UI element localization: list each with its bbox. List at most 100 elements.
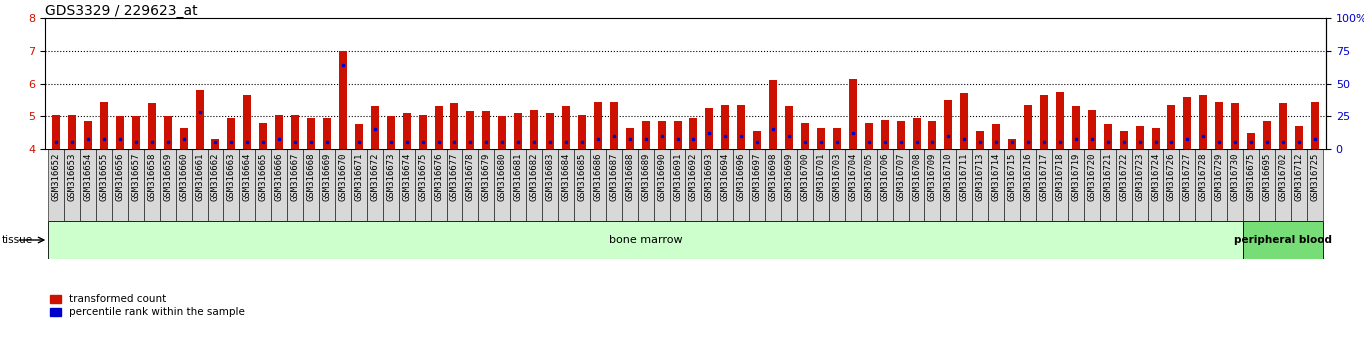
Text: GSM316677: GSM316677 xyxy=(450,153,458,201)
Bar xyxy=(95,149,112,221)
Bar xyxy=(387,116,394,149)
Bar xyxy=(195,90,203,149)
Bar xyxy=(112,149,128,221)
Text: GSM316699: GSM316699 xyxy=(784,153,794,201)
Text: GSM316659: GSM316659 xyxy=(164,153,172,201)
Bar xyxy=(52,115,60,149)
Bar xyxy=(769,80,777,149)
Bar xyxy=(1068,149,1084,221)
Bar xyxy=(786,107,792,149)
Text: GSM316705: GSM316705 xyxy=(865,153,873,201)
Text: GSM316720: GSM316720 xyxy=(1087,153,1097,201)
Text: GSM316725: GSM316725 xyxy=(1311,153,1319,201)
Bar xyxy=(402,113,411,149)
Text: GSM316655: GSM316655 xyxy=(100,153,109,201)
Bar xyxy=(164,116,172,149)
Bar xyxy=(896,121,904,149)
Text: GDS3329 / 229623_at: GDS3329 / 229623_at xyxy=(45,4,198,18)
Bar xyxy=(1243,149,1259,221)
Bar xyxy=(1247,133,1255,149)
Bar xyxy=(255,149,271,221)
Bar xyxy=(483,112,490,149)
Text: GSM316704: GSM316704 xyxy=(848,153,858,201)
Bar xyxy=(271,149,288,221)
Text: GSM316715: GSM316715 xyxy=(1008,153,1016,201)
Text: GSM316706: GSM316706 xyxy=(880,153,889,201)
Bar xyxy=(749,149,765,221)
Bar xyxy=(892,149,908,221)
Bar xyxy=(450,103,458,149)
Bar xyxy=(85,121,91,149)
Bar xyxy=(574,149,589,221)
Bar xyxy=(431,149,446,221)
Bar xyxy=(1311,102,1319,149)
Bar xyxy=(435,107,442,149)
Bar xyxy=(670,149,686,221)
Bar xyxy=(180,128,188,149)
Text: GSM316695: GSM316695 xyxy=(1263,153,1271,201)
Bar xyxy=(1116,149,1132,221)
Text: GSM316675: GSM316675 xyxy=(1247,153,1256,201)
Text: GSM316658: GSM316658 xyxy=(147,153,157,201)
Bar xyxy=(419,115,427,149)
Bar xyxy=(717,149,734,221)
Text: GSM316696: GSM316696 xyxy=(737,153,746,201)
Bar xyxy=(1263,121,1271,149)
Bar xyxy=(466,112,475,149)
Text: GSM316690: GSM316690 xyxy=(657,153,666,201)
Bar xyxy=(1163,149,1180,221)
Bar xyxy=(48,149,64,221)
Text: GSM316684: GSM316684 xyxy=(562,153,570,201)
Bar xyxy=(782,149,797,221)
Bar xyxy=(1020,149,1037,221)
Bar xyxy=(877,149,892,221)
Bar xyxy=(100,102,108,149)
Text: GSM316662: GSM316662 xyxy=(211,153,220,201)
Text: GSM316728: GSM316728 xyxy=(1199,153,1207,201)
Text: GSM316665: GSM316665 xyxy=(259,153,267,201)
Legend: transformed count, percentile rank within the sample: transformed count, percentile rank withi… xyxy=(50,294,244,317)
Text: GSM316694: GSM316694 xyxy=(720,153,730,201)
Bar xyxy=(722,105,730,149)
Bar xyxy=(925,149,940,221)
Bar xyxy=(944,100,952,149)
Bar xyxy=(340,51,346,149)
Bar xyxy=(1103,125,1112,149)
Bar xyxy=(546,113,554,149)
Bar xyxy=(578,115,587,149)
Text: GSM316679: GSM316679 xyxy=(481,153,491,201)
Bar xyxy=(738,105,745,149)
Bar xyxy=(211,139,220,149)
Bar xyxy=(865,123,873,149)
Bar xyxy=(1072,107,1080,149)
Bar xyxy=(143,149,160,221)
Text: GSM316678: GSM316678 xyxy=(466,153,475,201)
Bar xyxy=(527,149,542,221)
Bar xyxy=(705,108,713,149)
Text: GSM316674: GSM316674 xyxy=(402,153,411,201)
Bar xyxy=(801,123,809,149)
Text: GSM316713: GSM316713 xyxy=(975,153,985,201)
Bar xyxy=(765,149,782,221)
Text: peripheral blood: peripheral blood xyxy=(1234,235,1333,245)
Bar xyxy=(243,95,251,149)
Bar xyxy=(323,118,331,149)
Bar xyxy=(1099,149,1116,221)
Text: GSM316676: GSM316676 xyxy=(434,153,443,201)
Bar xyxy=(80,149,95,221)
Text: GSM316697: GSM316697 xyxy=(753,153,761,201)
Text: GSM316719: GSM316719 xyxy=(1071,153,1080,201)
Bar xyxy=(638,149,653,221)
Bar xyxy=(383,149,398,221)
Bar xyxy=(610,102,618,149)
Text: GSM316654: GSM316654 xyxy=(83,153,93,201)
Bar xyxy=(701,149,717,221)
Bar xyxy=(514,113,522,149)
Bar xyxy=(833,128,840,149)
Text: GSM316652: GSM316652 xyxy=(52,153,60,201)
Text: GSM316685: GSM316685 xyxy=(577,153,587,201)
Bar xyxy=(940,149,956,221)
Text: GSM316724: GSM316724 xyxy=(1151,153,1159,201)
Text: GSM316703: GSM316703 xyxy=(832,153,842,201)
Bar xyxy=(355,125,363,149)
